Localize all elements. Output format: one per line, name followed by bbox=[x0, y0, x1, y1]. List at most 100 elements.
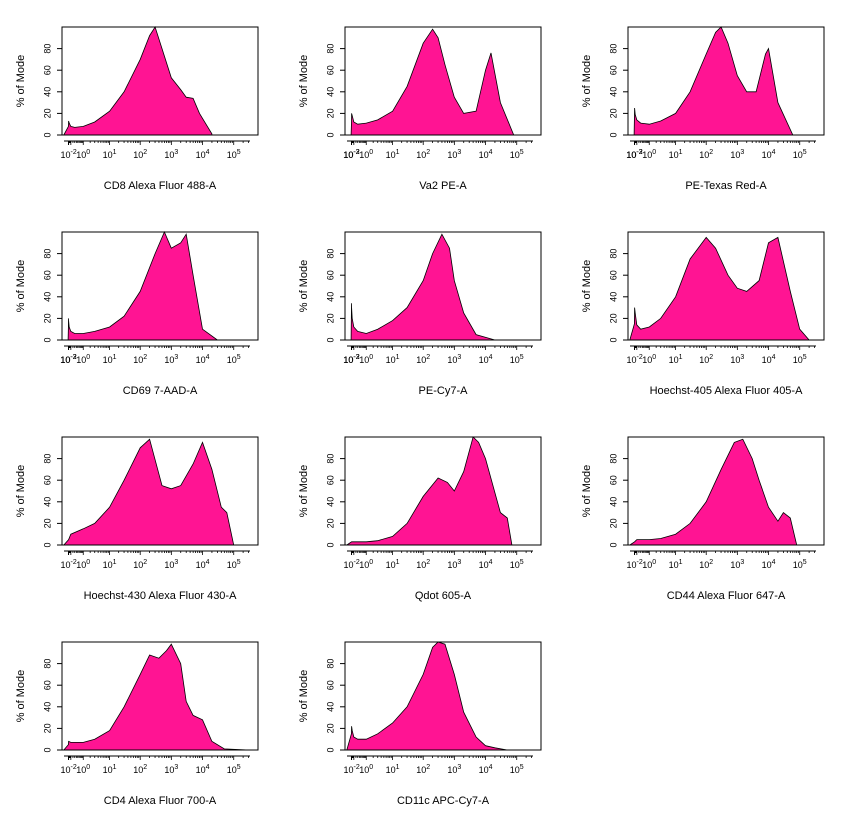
y-tick-label: 80 bbox=[42, 659, 52, 669]
x-tick-label: 10-3 bbox=[343, 149, 359, 160]
y-tick-label: 20 bbox=[325, 723, 335, 733]
x-tick-label: 104 bbox=[479, 354, 493, 365]
x-tick-label: 103 bbox=[164, 354, 178, 365]
x-tick-label: 102 bbox=[416, 764, 430, 775]
y-tick-label: 80 bbox=[608, 249, 618, 259]
x-tick-label: 103 bbox=[447, 149, 461, 160]
y-tick-label: 60 bbox=[42, 270, 52, 280]
histogram-panel: 0 20 40 60 80 % of Mode 10-2 100 101 102 103 104 105… bbox=[0, 615, 283, 820]
x-tick-label: 10-2 bbox=[344, 149, 360, 160]
histogram-area bbox=[633, 26, 794, 136]
plot-frame bbox=[344, 26, 542, 136]
x-tick-label: 104 bbox=[762, 354, 776, 365]
y-tick-label: 40 bbox=[325, 292, 335, 302]
histogram-area bbox=[629, 236, 810, 341]
y-tick-label: 20 bbox=[608, 108, 618, 118]
plot-frame bbox=[344, 436, 542, 546]
y-tick-label: 0 bbox=[608, 542, 618, 547]
x-tick-label: 101 bbox=[386, 764, 400, 775]
plot-frame bbox=[61, 641, 259, 751]
x-tick-label: 100 bbox=[642, 149, 656, 160]
x-axis-label: PE-Texas Red-A bbox=[685, 180, 767, 192]
x-tick-label: 10-2 bbox=[61, 354, 77, 365]
x-tick-label: 103 bbox=[447, 764, 461, 775]
x-tick-label: 104 bbox=[762, 149, 776, 160]
y-tick-label: 40 bbox=[42, 87, 52, 97]
x-tick-label: 101 bbox=[103, 149, 117, 160]
histogram-panel: 0 20 40 60 80 % of Mode 10-2 100 101 102 103 104 105… bbox=[283, 615, 566, 820]
y-tick-label: 20 bbox=[608, 313, 618, 323]
x-tick-label: 104 bbox=[762, 559, 776, 570]
x-axis-label: Qdot 605-A bbox=[415, 590, 472, 602]
y-tick-label: 40 bbox=[608, 497, 618, 507]
x-tick-label: 101 bbox=[103, 354, 117, 365]
y-tick-label: 20 bbox=[42, 313, 52, 323]
x-axis-label: PE-Cy7-A bbox=[419, 385, 469, 397]
x-tick-label: 102 bbox=[699, 354, 713, 365]
y-axis-label: % of Mode bbox=[298, 670, 310, 723]
y-tick-label: 80 bbox=[325, 454, 335, 464]
y-tick-label: 80 bbox=[325, 659, 335, 669]
y-tick-label: 60 bbox=[42, 65, 52, 75]
y-tick-label: 60 bbox=[325, 680, 335, 690]
y-tick-label: 0 bbox=[42, 542, 52, 547]
x-axis-label: CD44 Alexa Fluor 647-A bbox=[667, 590, 786, 602]
x-tick-label: 101 bbox=[669, 559, 683, 570]
x-tick-label: 101 bbox=[669, 149, 683, 160]
y-tick-label: 80 bbox=[325, 249, 335, 259]
x-tick-label: 100 bbox=[359, 764, 373, 775]
histogram-svg: 0 20 40 60 80 % of Mode 10-2 100 101 102 103 104 105… bbox=[581, 231, 825, 397]
x-tick-label: 10-2 bbox=[61, 149, 77, 160]
histogram-area bbox=[628, 438, 798, 546]
histogram-svg: 0 20 40 60 80 % of Mode 10-2 100 101 102 103 104 105… bbox=[15, 436, 259, 602]
y-tick-label: 0 bbox=[325, 542, 335, 547]
x-tick-label: 103 bbox=[447, 354, 461, 365]
histogram-svg: 0 20 40 60 80 % of Mode 10-310-2 100 101 102 103 10… bbox=[298, 26, 542, 192]
x-tick-label: 104 bbox=[196, 354, 210, 365]
x-tick-label: 105 bbox=[510, 559, 524, 570]
x-tick-label: 102 bbox=[416, 559, 430, 570]
y-tick-label: 40 bbox=[42, 292, 52, 302]
histogram-svg: 0 20 40 60 80 % of Mode 10-2 100 101 102 103 104 105… bbox=[15, 26, 259, 192]
x-tick-label: 104 bbox=[479, 149, 493, 160]
x-tick-label: 102 bbox=[699, 149, 713, 160]
histogram-area bbox=[67, 230, 219, 341]
x-tick-label: 103 bbox=[730, 149, 744, 160]
y-tick-label: 60 bbox=[325, 475, 335, 485]
y-tick-label: 0 bbox=[608, 337, 618, 342]
x-tick-label: 10-3 bbox=[626, 149, 642, 160]
y-tick-label: 0 bbox=[42, 747, 52, 752]
histogram-svg: 0 20 40 60 80 % of Mode 10-2 100 101 102 103 104 105… bbox=[15, 641, 259, 807]
x-tick-label: 104 bbox=[479, 764, 493, 775]
x-tick-label: 101 bbox=[386, 354, 400, 365]
x-tick-label: 102 bbox=[133, 764, 147, 775]
y-tick-label: 80 bbox=[42, 249, 52, 259]
histogram-area bbox=[345, 436, 513, 546]
y-tick-label: 40 bbox=[42, 497, 52, 507]
y-tick-label: 80 bbox=[608, 454, 618, 464]
y-tick-label: 0 bbox=[325, 337, 335, 342]
x-tick-label: 10-2 bbox=[344, 354, 360, 365]
y-axis-label: % of Mode bbox=[298, 55, 310, 108]
x-tick-label: 100 bbox=[359, 559, 373, 570]
plot-frame bbox=[344, 231, 542, 341]
x-tick-label: 105 bbox=[227, 559, 241, 570]
x-axis-label: CD8 Alexa Fluor 488-A bbox=[104, 180, 217, 192]
y-axis-label: % of Mode bbox=[581, 55, 593, 108]
plot-frame bbox=[61, 26, 259, 136]
histogram-svg: 0 20 40 60 80 % of Mode 10-310-2 100 101 102 103 10… bbox=[15, 230, 259, 397]
y-tick-label: 0 bbox=[325, 132, 335, 137]
x-tick-label: 100 bbox=[76, 354, 90, 365]
y-tick-label: 60 bbox=[608, 270, 618, 280]
y-tick-label: 40 bbox=[325, 702, 335, 712]
y-tick-label: 40 bbox=[325, 87, 335, 97]
histogram-svg: 0 20 40 60 80 % of Mode 10-310-2 100 101 102 103 10… bbox=[298, 231, 542, 397]
y-tick-label: 40 bbox=[42, 702, 52, 712]
x-tick-label: 102 bbox=[699, 559, 713, 570]
x-tick-label: 100 bbox=[642, 559, 656, 570]
histogram-svg: 0 20 40 60 80 % of Mode 10-2 100 101 102 103 104 105… bbox=[298, 436, 542, 602]
x-tick-label: 102 bbox=[133, 559, 147, 570]
y-tick-label: 60 bbox=[42, 680, 52, 690]
x-axis-label: CD11c APC-Cy7-A bbox=[397, 795, 490, 807]
